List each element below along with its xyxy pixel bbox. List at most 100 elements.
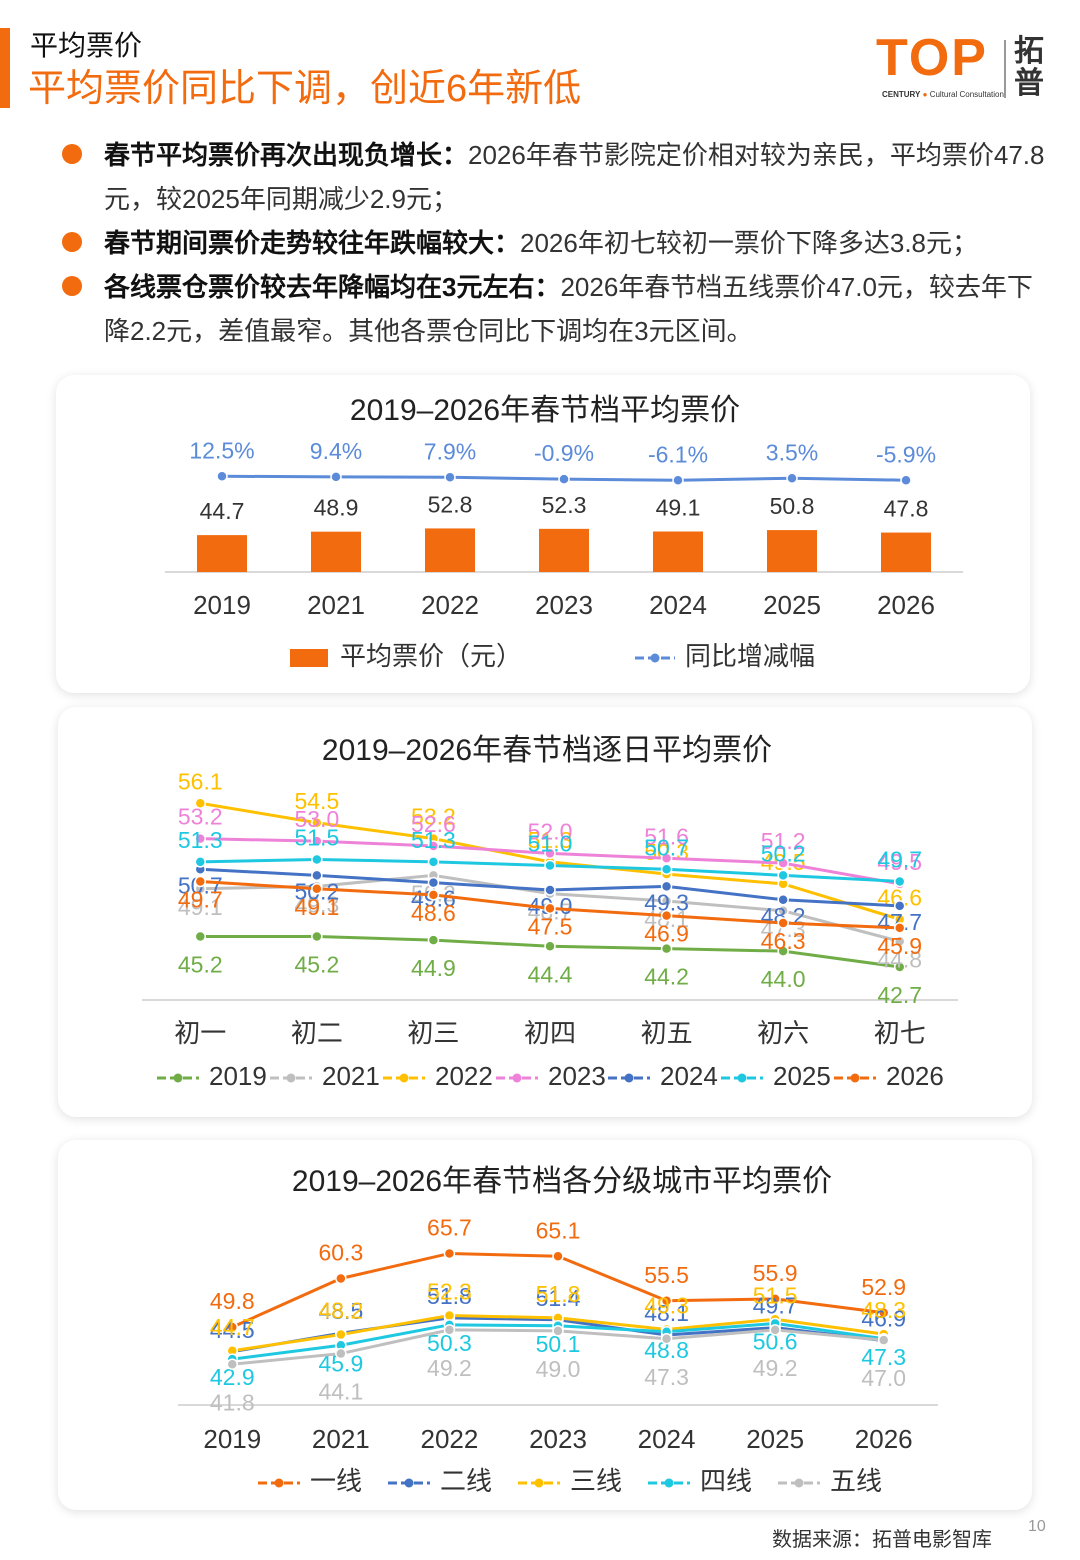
bar [653, 531, 703, 572]
legend-label: 2025 [773, 1061, 831, 1091]
value-label: 49.2 [753, 1355, 798, 1381]
point [777, 869, 789, 882]
point [335, 1347, 347, 1360]
value-label: 7.9% [424, 438, 476, 464]
point [660, 895, 673, 907]
point [660, 942, 673, 955]
value-label: 48.5 [318, 1298, 363, 1324]
legend-label: 一线 [310, 1466, 362, 1496]
x-tick-label: 初四 [524, 1018, 576, 1048]
value-label: 46.9 [861, 1306, 906, 1332]
value-label: 51.3 [411, 827, 456, 853]
x-tick-label: 初一 [174, 1018, 226, 1048]
value-label: 44.1 [318, 1379, 363, 1405]
value-label: 53.2 [178, 804, 223, 830]
chart-title: 2019–2026年春节档平均票价 [350, 394, 740, 427]
x-tick-label: 2025 [763, 590, 821, 620]
value-label: 51.6 [644, 823, 689, 849]
bullet-text: 2026年初七较初一票价下降多达3.8元； [520, 228, 978, 258]
bullet-lead: 各线票仓票价较去年降幅均在3元左右： [104, 272, 561, 302]
value-label: 48.3 [861, 1297, 906, 1323]
x-tick-label: 2023 [529, 1424, 587, 1454]
point [194, 797, 207, 809]
value-label: 49.0 [536, 1356, 581, 1382]
point [443, 1324, 456, 1336]
point [427, 889, 440, 901]
value-label: 41.8 [210, 1389, 255, 1415]
point [777, 917, 789, 929]
value-label: 53.2 [411, 804, 456, 830]
point [443, 1247, 456, 1260]
value-label: 49.7 [178, 887, 223, 913]
value-label: 51.5 [753, 1282, 798, 1308]
value-label: 46.3 [761, 928, 806, 954]
value-label: 47.3 [644, 1364, 689, 1390]
value-label: 44.4 [528, 961, 573, 987]
point [544, 859, 556, 872]
value-label: 47.0 [861, 1365, 906, 1391]
value-label: 51.2 [761, 828, 806, 854]
value-label: 56.1 [178, 768, 223, 794]
bullet-lead: 春节期间票价走势较往年跌幅较大： [104, 228, 521, 258]
value-label: 44.2 [644, 964, 689, 990]
bar [197, 535, 247, 572]
value-label: 44.7 [210, 1314, 255, 1340]
point [552, 1325, 564, 1337]
point [194, 930, 207, 943]
value-label: 49.2 [427, 1355, 472, 1381]
bullet-text: 2026年春节影院定价相对较为亲民，平均票价47.8元，较2025年同期减少2.… [104, 140, 1045, 214]
value-label: 48.6 [411, 900, 456, 926]
value-label: 49.1 [294, 894, 339, 920]
point [427, 934, 440, 946]
point [777, 905, 789, 917]
value-label: 45.2 [178, 952, 223, 978]
bar [767, 530, 817, 572]
legend-dot [664, 1478, 674, 1488]
source-note: 数据来源：拓普电影智库 [772, 1529, 992, 1551]
point [660, 909, 673, 922]
point [769, 1293, 781, 1305]
x-tick-label: 初五 [641, 1018, 693, 1048]
point [893, 875, 906, 888]
value-label: 44.5 [210, 1317, 255, 1343]
value-label: 51.0 [528, 831, 573, 857]
value-label: 60.3 [318, 1240, 363, 1266]
x-tick-label: 2021 [307, 590, 365, 620]
point [544, 902, 556, 915]
accent-bar [0, 28, 10, 108]
legend-dot [737, 1073, 747, 1083]
logo-tagline-left: CENTURY [882, 90, 921, 99]
point [330, 471, 342, 483]
bullet-dot [62, 144, 82, 164]
logo-separator [1004, 40, 1006, 98]
value-label: 53.0 [294, 806, 339, 832]
point [226, 1321, 239, 1333]
value-label: 51.3 [178, 827, 223, 853]
point [552, 1250, 564, 1262]
value-label: 51.8 [536, 1281, 581, 1307]
point [226, 1358, 239, 1370]
legend-swatch [290, 649, 328, 667]
value-label: 51.4 [536, 1285, 581, 1311]
legend-dot [404, 1478, 414, 1488]
value-label: 65.1 [536, 1217, 581, 1243]
value-label: -6.1% [648, 441, 708, 467]
point [877, 1334, 890, 1346]
point [893, 900, 906, 912]
bullet-dot [62, 276, 82, 296]
value-label: 52.8 [428, 492, 473, 518]
chart-title: 2019–2026年春节档逐日平均票价 [322, 734, 772, 767]
legend-label: 四线 [700, 1466, 752, 1496]
point [786, 472, 798, 484]
value-label: 49.8 [210, 1288, 255, 1314]
point [893, 961, 906, 973]
value-label: 47.5 [528, 913, 573, 939]
chart-card [58, 707, 1032, 1117]
bar [881, 532, 931, 572]
legend-label: 2026 [886, 1061, 944, 1091]
legend-label: 三线 [570, 1466, 622, 1496]
bullet-text: 2026年春节档五线票价47.0元，较去年下降2.2元，差值最窄。其他各票仓同比… [104, 272, 1033, 346]
value-label: 3.5% [766, 439, 818, 465]
value-label: 49.5 [877, 849, 922, 875]
